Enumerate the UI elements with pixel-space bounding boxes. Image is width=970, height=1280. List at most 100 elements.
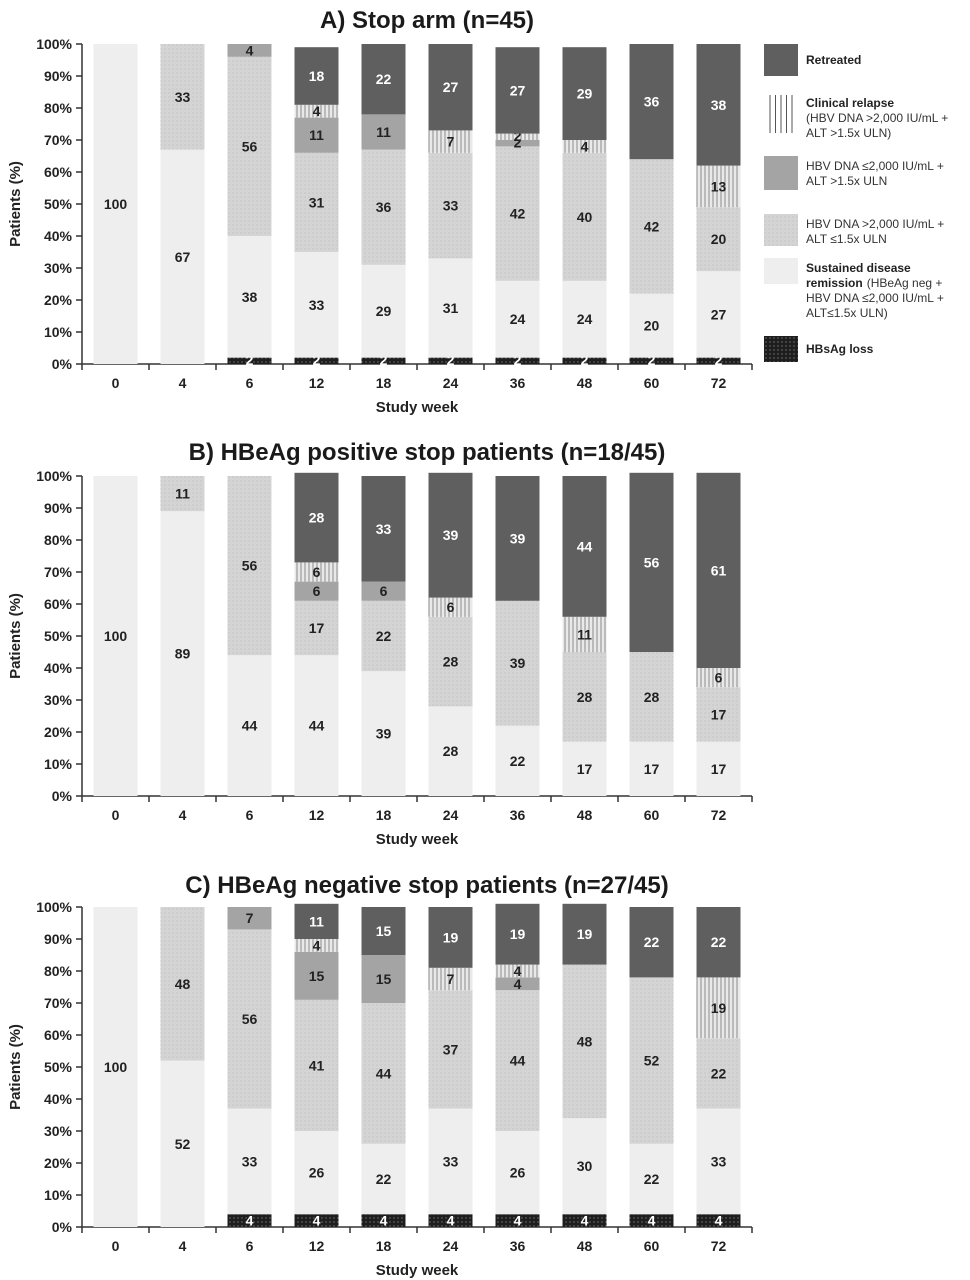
x-tick-label: 18	[376, 807, 392, 823]
bar-segment-sustained	[562, 280, 607, 358]
bar-segment-dna-high	[294, 999, 339, 1131]
y-tick-label: 30%	[44, 692, 73, 708]
data-label: 56	[242, 1011, 258, 1027]
x-axis-label: Study week	[376, 399, 459, 416]
bar-segment-retreated	[562, 47, 607, 141]
legend-text: HBV DNA >2,000 IU/mL +	[806, 217, 944, 231]
data-label: 44	[309, 718, 325, 734]
legend-text: HBV DNA ≤2,000 IU/mL +	[806, 291, 944, 305]
x-tick-label: 24	[443, 375, 459, 391]
y-tick-label: 80%	[44, 100, 73, 116]
bar-segment-clinical-relapse	[294, 104, 339, 118]
bar-segment-sustained	[294, 252, 339, 358]
bar-segment-hbsag	[696, 357, 741, 364]
y-tick-label: 90%	[44, 931, 73, 947]
y-tick-label: 20%	[44, 292, 73, 308]
x-tick-label: 48	[577, 375, 593, 391]
bar-segment-hbsag	[562, 357, 607, 364]
data-label: 27	[711, 306, 727, 322]
bar-segment-hbsag	[495, 357, 540, 364]
y-tick-label: 40%	[44, 1091, 73, 1107]
bar-segment-dna-high	[428, 616, 473, 707]
bar-segment-sustained	[495, 725, 540, 796]
bar-segment-sustained	[294, 1131, 339, 1215]
bar-segment-dna-low	[361, 955, 406, 1003]
data-label: 24	[510, 311, 526, 327]
data-label: 29	[577, 86, 593, 102]
bar-segment-dna-high	[361, 600, 406, 672]
data-label: 19	[510, 926, 526, 942]
bar-segment-sustained	[696, 741, 741, 796]
bar-segment-dna-high	[294, 600, 339, 656]
y-tick-label: 100%	[36, 36, 72, 52]
legend-title: Clinical relapse	[806, 96, 894, 110]
bar-segment-hbsag	[562, 1214, 607, 1227]
data-label: 61	[711, 562, 727, 578]
bar-segment-retreated	[294, 472, 339, 563]
bar-segment-hbsag	[495, 1214, 540, 1227]
data-label: 2	[648, 352, 656, 368]
bar-segment-dna-high	[562, 152, 607, 281]
bar-segment-hbsag	[428, 357, 473, 364]
data-label: 4	[313, 1213, 321, 1229]
data-label: 7	[447, 971, 455, 987]
data-label: 4	[313, 937, 321, 953]
y-axis-label: Patients (%)	[7, 161, 24, 247]
x-tick-label: 48	[577, 1238, 593, 1254]
bar-segment-sustained	[93, 44, 138, 364]
x-tick-label: 36	[510, 807, 526, 823]
data-label: 15	[376, 923, 392, 939]
data-label: 7	[447, 134, 455, 150]
data-label: 28	[644, 689, 660, 705]
data-label: 6	[380, 583, 388, 599]
bar-segment-clinical-relapse	[294, 562, 339, 582]
data-label: 38	[242, 289, 258, 305]
bar-segment-sustained	[629, 741, 674, 796]
data-label: 44	[510, 1053, 526, 1069]
data-label: 2	[715, 352, 723, 368]
legend-swatch-hbsag	[764, 336, 798, 362]
bar-segment-retreated	[361, 44, 406, 115]
x-tick-label: 48	[577, 807, 593, 823]
bar-segment-sustained	[160, 1060, 205, 1227]
data-label: 39	[510, 530, 526, 546]
bar-segment-sustained	[495, 280, 540, 358]
bar-segment-clinical-relapse	[428, 597, 473, 617]
x-tick-label: 12	[309, 807, 325, 823]
bar-segment-retreated	[629, 472, 674, 652]
x-tick-label: 18	[376, 375, 392, 391]
data-label: 37	[443, 1041, 459, 1057]
bar-segment-dna-high	[227, 929, 272, 1109]
data-label: 31	[309, 194, 325, 210]
bar-segment-sustained	[629, 293, 674, 358]
y-tick-label: 50%	[44, 196, 73, 212]
x-tick-label: 12	[309, 375, 325, 391]
x-tick-label: 72	[711, 1238, 727, 1254]
bar-segment-sustained	[428, 1108, 473, 1215]
bar-segment-hbsag	[629, 357, 674, 364]
data-label: 4	[514, 1213, 522, 1229]
bar-segment-sustained	[227, 655, 272, 796]
data-label: 22	[711, 1065, 727, 1081]
bar-segment-sustained	[629, 1143, 674, 1215]
legend-swatch-dna-high	[764, 214, 798, 246]
bar-segment-dna-low	[294, 117, 339, 153]
y-tick-label: 10%	[44, 324, 73, 340]
x-tick-label: 6	[246, 375, 254, 391]
y-tick-label: 60%	[44, 164, 73, 180]
bar-segment-dna-high	[495, 600, 540, 726]
bar-segment-sustained	[160, 511, 205, 796]
data-label: 6	[447, 599, 455, 615]
x-tick-label: 6	[246, 807, 254, 823]
data-label: 2	[514, 135, 522, 151]
data-label: 52	[644, 1053, 660, 1069]
y-axis-label: Patients (%)	[7, 593, 24, 679]
chart-title: A) Stop arm (n=45)	[320, 7, 534, 34]
bar-segment-dna-high	[696, 687, 741, 742]
y-tick-label: 60%	[44, 1027, 73, 1043]
data-label: 4	[581, 138, 589, 154]
data-label: 2	[581, 352, 589, 368]
bar-segment-hbsag	[361, 357, 406, 364]
legend-swatch-retreated	[764, 44, 798, 76]
bar-segment-retreated	[495, 476, 540, 601]
